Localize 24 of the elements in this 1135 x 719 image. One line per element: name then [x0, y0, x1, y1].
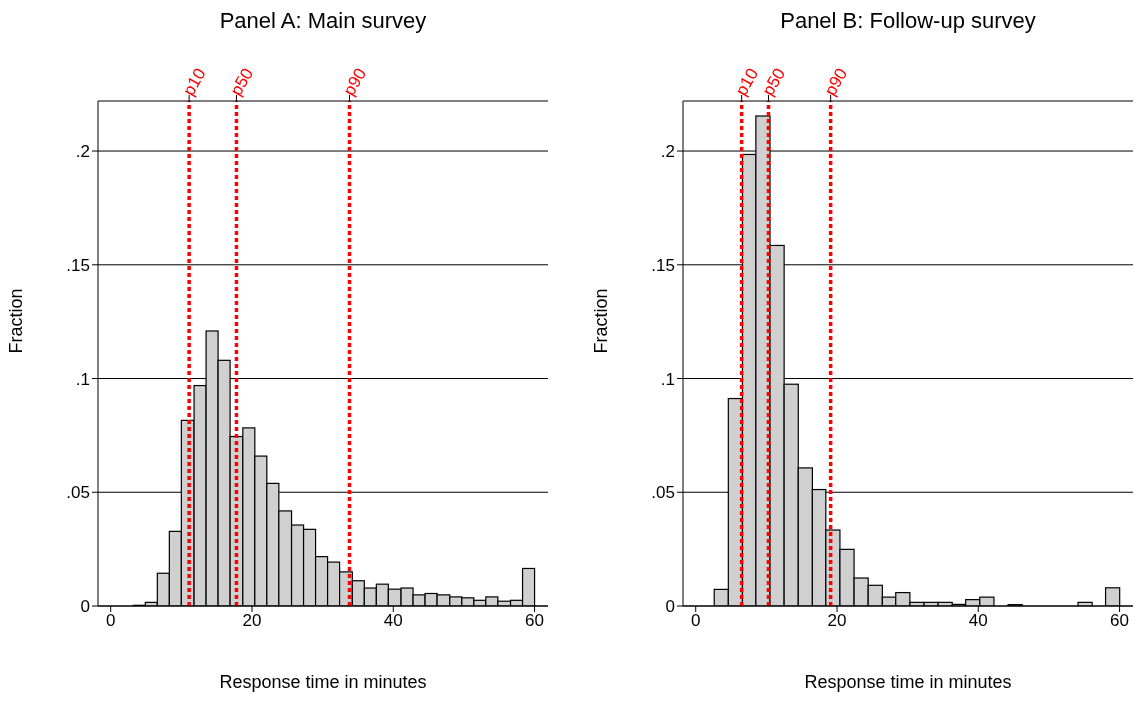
x-tick-label: 0 — [690, 611, 701, 631]
y-tick-label: 0 — [80, 597, 90, 617]
y-tick-label: .05 — [66, 483, 90, 503]
x-tick-label: 0 — [105, 611, 116, 631]
y-axis-title: Fraction — [6, 288, 27, 354]
x-tick-label: 20 — [242, 611, 262, 631]
y-axis-title: Fraction — [591, 288, 612, 354]
y-tick-label: .05 — [651, 483, 675, 503]
y-tick-label: .1 — [660, 369, 675, 389]
x-tick-label: 40 — [968, 611, 988, 631]
x-tick-label: 60 — [525, 611, 545, 631]
y-tick-label: .2 — [75, 142, 90, 162]
y-tick-label: .15 — [651, 255, 675, 275]
y-tick-label: .2 — [660, 142, 675, 162]
chart-title: Panel B: Follow-up survey — [779, 8, 1037, 35]
y-tick-label: 0 — [665, 597, 675, 617]
y-tick-label: .1 — [75, 369, 90, 389]
chart-title: Panel A: Main survey — [218, 8, 428, 35]
x-axis-title: Response time in minutes — [219, 672, 427, 692]
x-axis-title: Response time in minutes — [804, 672, 1012, 692]
y-tick-label: .15 — [66, 255, 90, 275]
x-tick-label: 40 — [383, 611, 403, 631]
x-tick-label: 20 — [827, 611, 847, 631]
x-tick-label: 60 — [1110, 611, 1130, 631]
